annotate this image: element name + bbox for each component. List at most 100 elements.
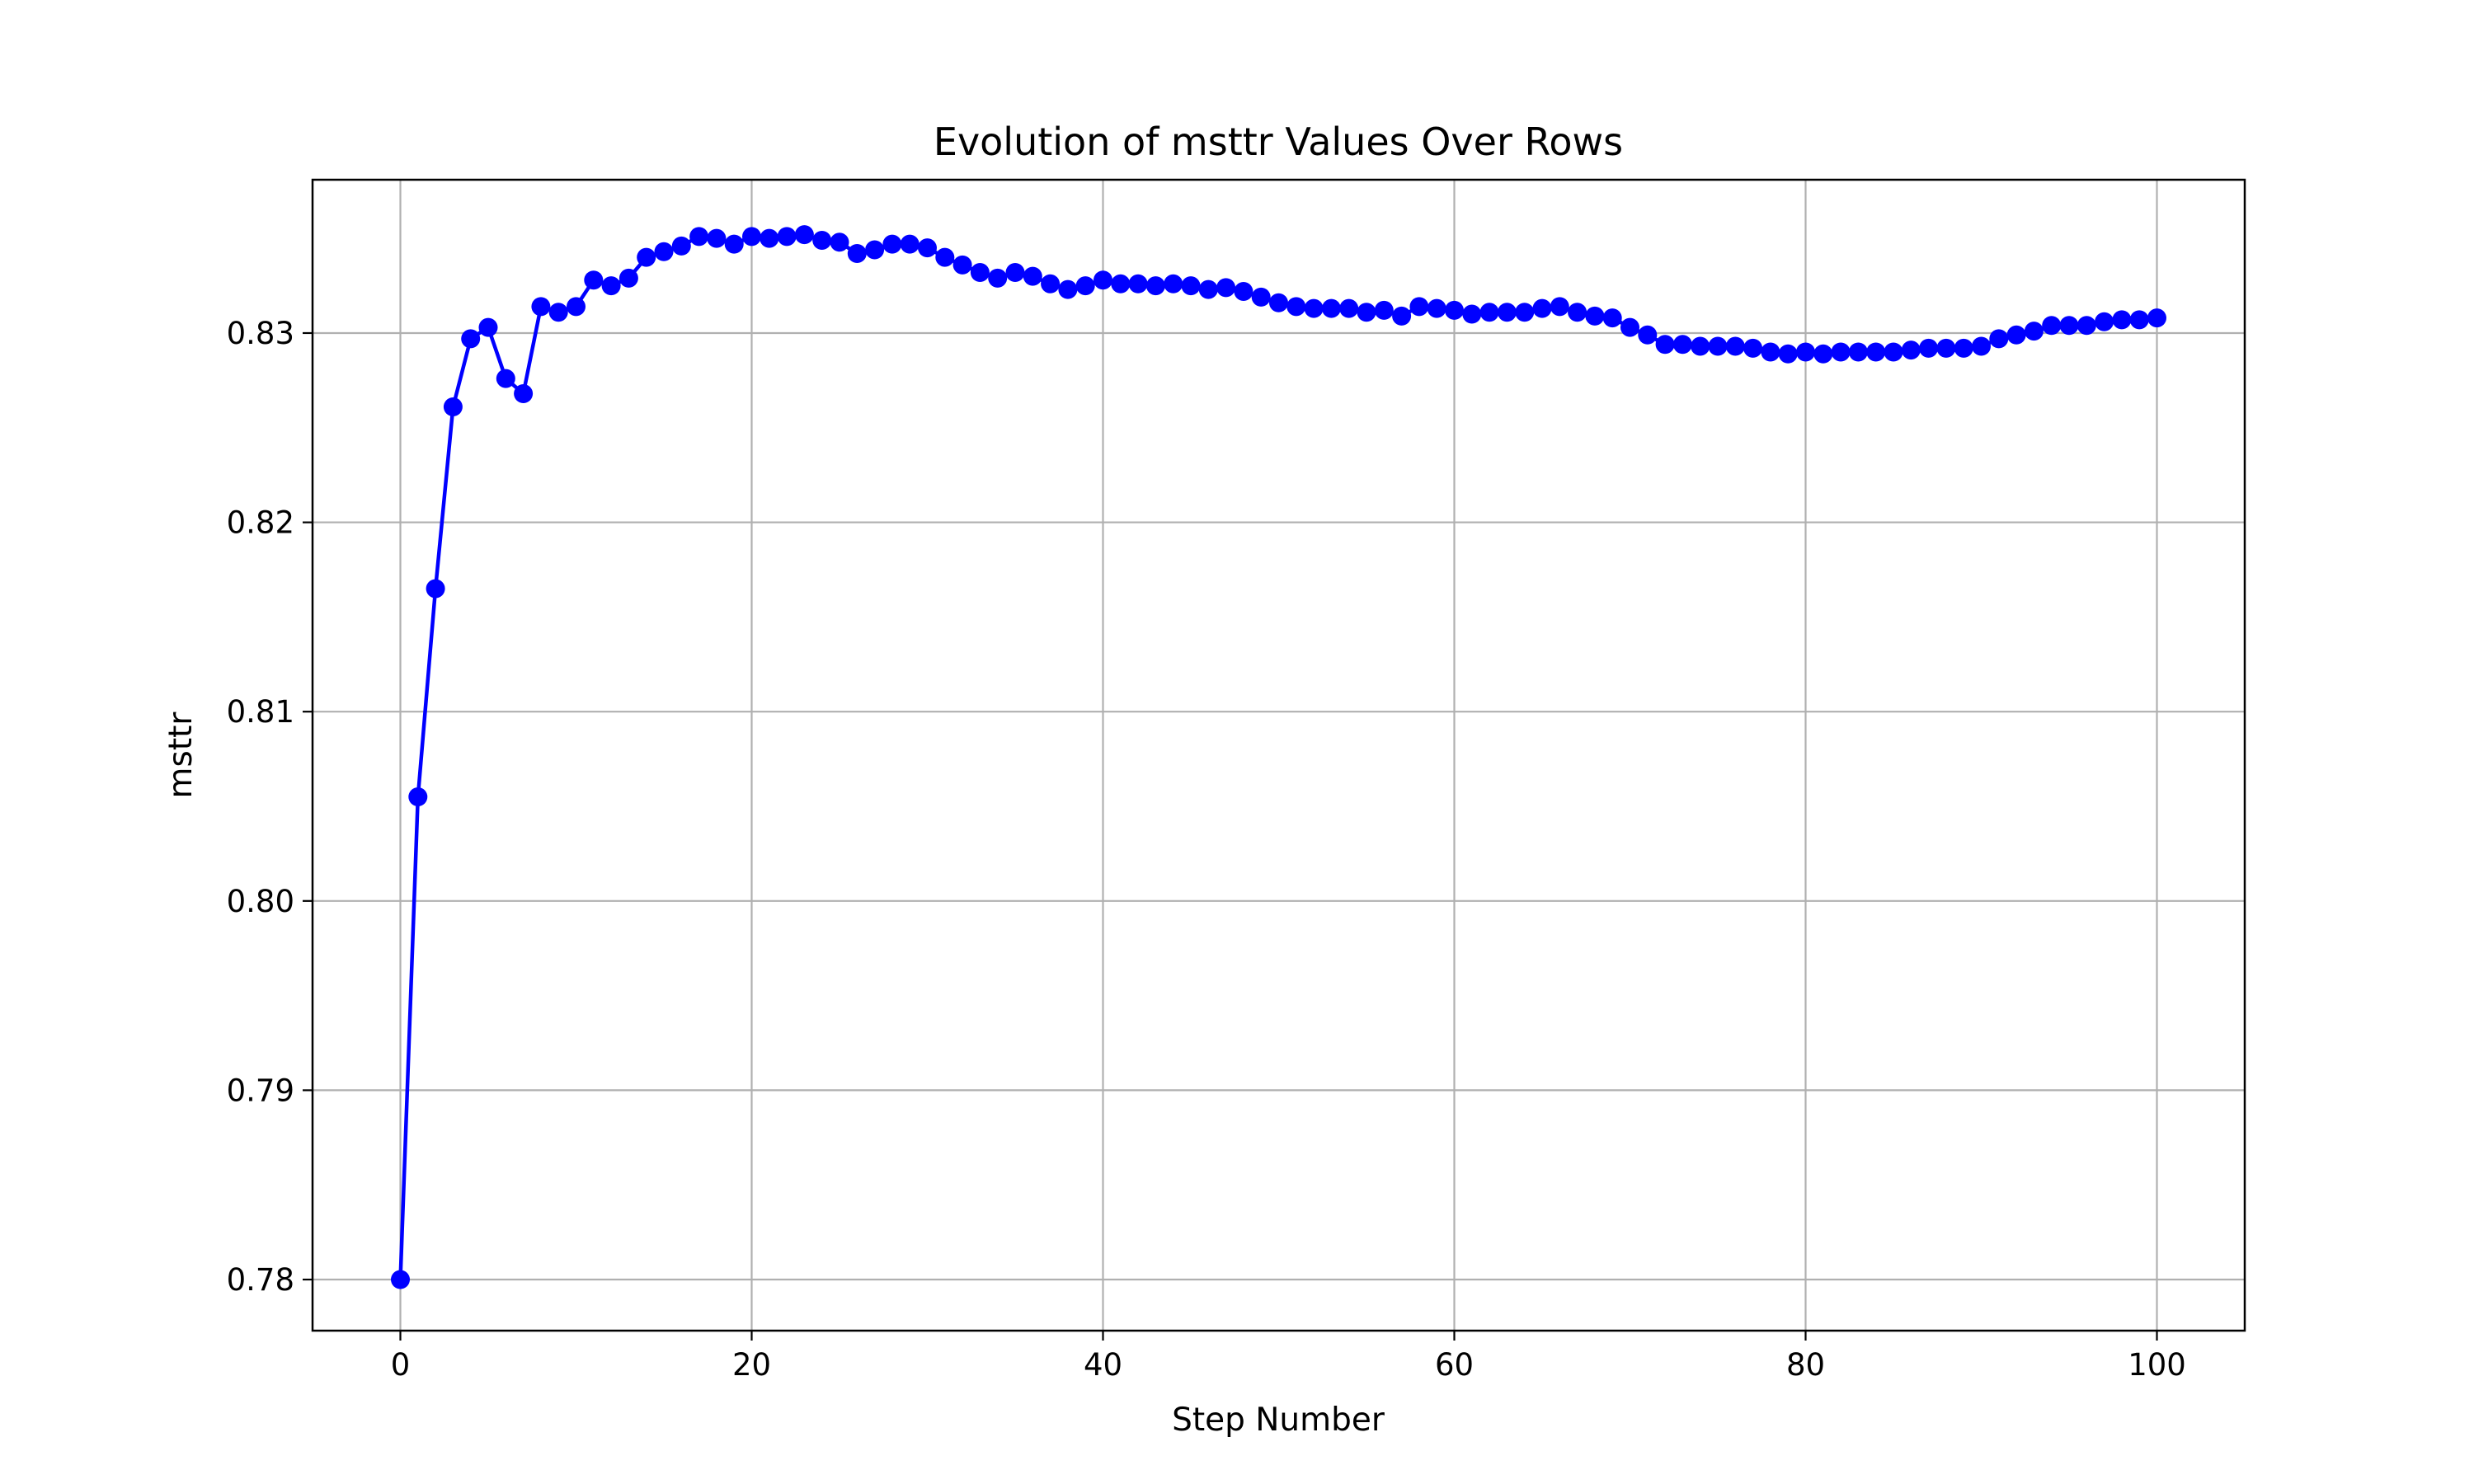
- chart-title: Evolution of msttr Values Over Rows: [934, 120, 1623, 164]
- data-point: [1111, 274, 1131, 294]
- data-point: [1761, 342, 1780, 362]
- data-point: [847, 244, 867, 264]
- x-tick-label: 40: [1084, 1347, 1122, 1383]
- data-point: [988, 268, 1008, 288]
- x-tick-label: 80: [1786, 1347, 1825, 1383]
- x-tick-label: 60: [1435, 1347, 1474, 1383]
- data-point: [1234, 281, 1253, 301]
- data-point: [637, 247, 656, 267]
- y-tick-label: 0.82: [227, 505, 294, 541]
- y-tick-label: 0.78: [227, 1262, 294, 1298]
- data-point: [952, 255, 972, 275]
- data-point: [1392, 306, 1412, 326]
- data-point: [1691, 336, 1710, 356]
- data-point: [2129, 310, 2149, 330]
- grid-lines: [313, 180, 2245, 1331]
- data-point: [514, 383, 534, 403]
- data-point: [1251, 287, 1271, 307]
- data-point: [1023, 266, 1042, 286]
- data-point: [443, 397, 463, 417]
- data-point: [812, 230, 832, 250]
- data-point: [1550, 297, 1569, 317]
- data-point: [1919, 338, 1939, 358]
- data-point: [1145, 276, 1165, 296]
- data-point: [1427, 298, 1446, 318]
- data-point: [1655, 335, 1675, 355]
- data-point: [1831, 342, 1851, 362]
- y-tick-label: 0.83: [227, 316, 294, 351]
- data-point: [1321, 298, 1341, 318]
- data-point: [1286, 297, 1306, 317]
- data-point: [1585, 306, 1605, 326]
- data-point: [496, 369, 515, 388]
- data-point: [2112, 310, 2132, 330]
- data-point: [760, 228, 779, 248]
- data-point: [408, 787, 428, 807]
- data-point: [548, 303, 568, 322]
- data-point: [2095, 312, 2114, 331]
- data-point: [1936, 338, 1956, 358]
- data-point: [1497, 303, 1517, 322]
- data-point: [1725, 336, 1745, 356]
- data-point: [777, 227, 797, 247]
- data-point: [1813, 344, 1833, 364]
- data-point: [970, 263, 990, 283]
- y-tick-label: 0.79: [227, 1073, 294, 1108]
- y-axis-label: msttr: [162, 711, 200, 799]
- data-point: [2059, 316, 2079, 336]
- data-point: [1339, 298, 1359, 318]
- data-point: [1181, 276, 1201, 296]
- data-point: [689, 227, 709, 247]
- data-point: [1462, 304, 1482, 324]
- x-tick-label: 0: [391, 1347, 411, 1383]
- data-point: [830, 232, 849, 252]
- data-point: [882, 234, 902, 254]
- data-point: [1479, 303, 1499, 322]
- data-point: [1532, 298, 1552, 318]
- data-point: [1164, 274, 1183, 294]
- data-point: [1216, 278, 1236, 298]
- data-point: [900, 234, 920, 254]
- data-point: [1374, 300, 1394, 320]
- data-point: [1954, 338, 1973, 358]
- data-point: [1094, 270, 1112, 290]
- data-point: [1901, 340, 1921, 360]
- data-point: [1638, 325, 1658, 345]
- data-point: [1515, 303, 1535, 322]
- data-point: [742, 227, 761, 247]
- data-point: [1409, 297, 1429, 317]
- data-point: [2147, 308, 2166, 328]
- data-point: [2077, 316, 2096, 336]
- series-layer: [391, 225, 2166, 1289]
- data-point: [707, 228, 727, 248]
- data-point: [1796, 342, 1815, 362]
- data-point: [1778, 344, 1798, 364]
- data-point: [1041, 274, 1061, 294]
- data-point: [1866, 342, 1886, 362]
- data-point: [478, 317, 498, 337]
- data-point: [2024, 322, 2044, 341]
- axis-ticks: 0 20 40 60 80 100 0.78 0.79 0.80 0.81 0.82 0.83: [227, 316, 2186, 1383]
- data-point: [584, 270, 604, 290]
- data-point: [2006, 325, 2026, 345]
- y-tick-label: 0.81: [227, 694, 294, 730]
- data-point: [1304, 298, 1324, 318]
- data-point: [567, 297, 586, 317]
- data-point: [461, 329, 481, 349]
- data-point: [918, 238, 937, 258]
- data-point: [1743, 338, 1763, 358]
- data-point: [426, 579, 445, 599]
- data-point: [1128, 274, 1148, 294]
- data-point: [1672, 335, 1692, 355]
- data-point: [865, 240, 885, 260]
- data-point: [1989, 329, 2009, 349]
- plot-frame: [311, 178, 2246, 1332]
- data-point: [724, 234, 744, 254]
- data-point: [1708, 336, 1728, 356]
- x-axis-label: Step Number: [1172, 1402, 1385, 1439]
- data-point: [601, 276, 621, 296]
- data-point: [1269, 293, 1288, 312]
- data-point: [1568, 303, 1587, 322]
